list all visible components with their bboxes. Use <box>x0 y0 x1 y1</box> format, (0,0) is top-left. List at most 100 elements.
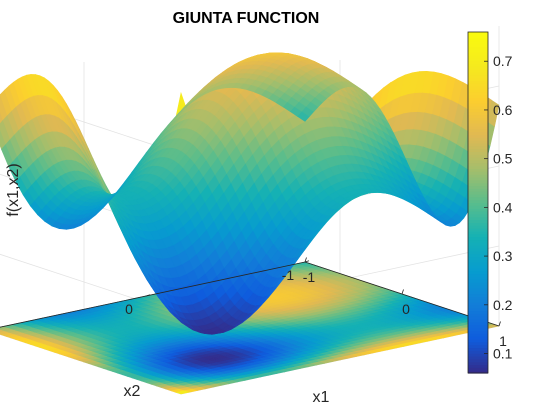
colorbar-segment <box>468 316 488 320</box>
colorbar-segment <box>468 361 488 366</box>
colorbar-segment <box>468 179 488 184</box>
x-tick-mark <box>401 289 404 295</box>
colorbar-segment <box>468 191 488 195</box>
colorbar-tick-label: 0.5 <box>493 151 513 167</box>
colorbar-segment <box>468 236 488 241</box>
colorbar-segment <box>468 355 488 360</box>
colorbar-segment <box>468 91 488 96</box>
colorbar-segment <box>468 63 488 67</box>
colorbar-segment <box>468 57 488 62</box>
colorbar-tick-label: 0.2 <box>493 297 513 313</box>
colorbar-segment <box>468 344 488 349</box>
colorbar-segment <box>468 134 488 138</box>
colorbar-segment <box>468 193 488 198</box>
colorbar-segment <box>468 290 488 295</box>
colorbar-segment <box>468 46 488 50</box>
contour-cell <box>0 329 6 333</box>
x-tick-mark <box>304 257 307 263</box>
colorbar-segment <box>468 327 488 331</box>
colorbar-tick-label: 0.6 <box>493 102 513 118</box>
colorbar-segment <box>468 341 488 346</box>
colorbar-segment <box>468 37 488 42</box>
colorbar-segment <box>468 350 488 354</box>
colorbar-segment <box>468 230 488 235</box>
colorbar-segment <box>468 338 488 343</box>
colorbar-segment <box>468 256 488 260</box>
x-tick-label: 0 <box>402 301 410 317</box>
colorbar-segment <box>468 333 488 337</box>
colorbar-segment <box>468 49 488 53</box>
colorbar-segment <box>468 168 488 172</box>
colorbar-segment <box>468 60 488 64</box>
colorbar-segment <box>468 282 488 286</box>
colorbar-segment <box>468 250 488 255</box>
colorbar-segment <box>468 358 488 363</box>
colorbar-segment <box>468 205 488 209</box>
colorbar-segment <box>468 103 488 107</box>
colorbar-segment <box>468 273 488 277</box>
colorbar-segment <box>468 171 488 175</box>
colorbar-segment <box>468 216 488 221</box>
colorbar-segment <box>468 296 488 300</box>
colorbar-segment <box>468 336 488 340</box>
colorbar-segment <box>468 128 488 133</box>
colorbar-segment <box>468 43 488 47</box>
colorbar-segment <box>468 114 488 118</box>
colorbar-segment <box>468 304 488 309</box>
colorbar-segment <box>468 77 488 81</box>
colorbar-segment <box>468 321 488 326</box>
x-tick-label: 1 <box>499 333 507 349</box>
colorbar-segment <box>468 117 488 121</box>
colorbar-segment <box>468 228 488 232</box>
colorbar-segment <box>468 196 488 201</box>
colorbar-segment <box>468 265 488 269</box>
colorbar-segment <box>468 319 488 323</box>
colorbar-segment <box>468 347 488 351</box>
colorbar-segment <box>468 165 488 169</box>
colorbar-segment <box>468 199 488 204</box>
colorbar-segment <box>468 188 488 192</box>
colorbar-segment <box>468 34 488 39</box>
colorbar-segment <box>468 125 488 130</box>
colorbar-segment <box>468 148 488 152</box>
colorbar-tick-label: 0.1 <box>493 346 513 362</box>
colorbar-segment <box>468 32 488 36</box>
colorbar-segment <box>468 310 488 314</box>
colorbar-segment <box>468 88 488 93</box>
axes-front: -101-10100.20.40.6 <box>0 257 507 349</box>
colorbar-segment <box>468 142 488 147</box>
colorbar-segment <box>468 176 488 181</box>
colorbar-segment <box>468 270 488 275</box>
colorbar-segment <box>468 74 488 79</box>
colorbar-segment <box>468 145 488 150</box>
x-tick-mark <box>498 321 501 327</box>
colorbar-segment <box>468 222 488 226</box>
colorbar-segment <box>468 293 488 297</box>
surface-patch <box>487 99 500 127</box>
colorbar-segment <box>468 225 488 229</box>
chart-title: GIUNTA FUNCTION <box>173 10 320 27</box>
x-axis-label: x1 <box>313 389 330 406</box>
colorbar-segment <box>468 151 488 155</box>
colorbar-segment <box>468 287 488 292</box>
contour-cell <box>0 326 9 331</box>
colorbar: 0.1 0.2 0.3 0.4 0.5 0.6 0.7 <box>467 31 513 374</box>
colorbar-segment <box>468 154 488 158</box>
colorbar-segment <box>468 213 488 218</box>
colorbar-segment <box>468 279 488 283</box>
colorbar-segment <box>468 162 488 167</box>
colorbar-segment <box>468 301 488 306</box>
colorbar-segment <box>468 242 488 246</box>
z-axis-label: f(x1,x2) <box>5 163 22 216</box>
colorbar-segment <box>468 233 488 238</box>
colorbar-tick-label: 0.3 <box>493 248 513 264</box>
colorbar-segment <box>468 245 488 249</box>
colorbar-segment <box>468 262 488 266</box>
colorbar-segment <box>468 51 488 56</box>
y-tick-mark <box>145 294 151 297</box>
colorbar-segment <box>468 108 488 113</box>
colorbar-segment <box>468 259 488 263</box>
colorbar-segment <box>468 370 488 374</box>
colorbar-segment <box>468 80 488 84</box>
